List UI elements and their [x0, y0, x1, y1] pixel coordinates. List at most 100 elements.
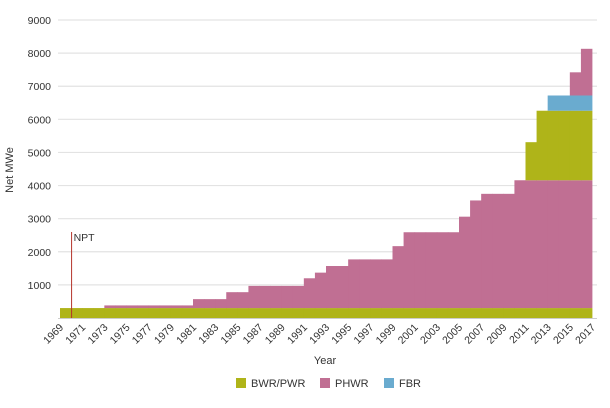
- area-segment-bwr-pwr: [525, 142, 537, 181]
- area-segment-phwr: [459, 216, 471, 309]
- y-tick-label: 5000: [28, 147, 52, 159]
- x-tick-label: 2017: [573, 322, 598, 347]
- area-segment-bwr-pwr: [536, 308, 549, 318]
- area-segment-phwr: [170, 305, 183, 309]
- area-segment-phwr: [547, 180, 560, 309]
- area-segment-phwr: [193, 299, 205, 309]
- y-tick-label: 2000: [28, 247, 52, 259]
- area-segment-phwr: [403, 232, 416, 309]
- area-segment-bwr-pwr: [115, 308, 127, 318]
- area-segment-bwr-pwr: [414, 308, 427, 318]
- area-segment-phwr: [237, 292, 249, 309]
- area-segment-bwr-pwr: [580, 308, 593, 318]
- x-tick-label: 1997: [351, 322, 376, 347]
- area-segment-phwr: [115, 305, 127, 309]
- x-tick-label: 2007: [462, 322, 487, 347]
- area-segment-bwr-pwr: [126, 308, 138, 318]
- x-tick-label: 1991: [285, 322, 310, 347]
- x-tick-label: 2009: [484, 322, 509, 347]
- area-segment-bwr-pwr: [514, 308, 526, 318]
- area-segment-bwr-pwr: [137, 308, 150, 318]
- area-segment-bwr-pwr: [569, 308, 582, 318]
- legend-label: BWR/PWR: [251, 378, 305, 390]
- area-segment-bwr-pwr: [337, 308, 349, 318]
- area-segment-bwr-pwr: [503, 308, 515, 318]
- y-tick-label: 1000: [28, 280, 52, 292]
- area-segment-phwr: [525, 180, 537, 309]
- area-segment-phwr: [248, 285, 260, 309]
- area-segment-bwr-pwr: [71, 308, 83, 318]
- y-tick-label: 3000: [28, 214, 52, 226]
- area-segment-phwr: [436, 232, 449, 309]
- area-segment-bwr-pwr: [326, 308, 338, 318]
- area-segment-bwr-pwr: [82, 308, 94, 318]
- area-segment-bwr-pwr: [381, 308, 393, 318]
- area-segment-bwr-pwr: [425, 308, 438, 318]
- area-segment-phwr: [569, 72, 582, 96]
- area-segment-bwr-pwr: [436, 308, 449, 318]
- area-segment-phwr: [392, 246, 404, 309]
- area-segment-bwr-pwr: [104, 308, 116, 318]
- area-segment-bwr-pwr: [481, 308, 493, 318]
- area-segment-phwr: [159, 305, 172, 309]
- y-axis-label: Net MWe: [4, 147, 16, 193]
- x-tick-label: 1979: [152, 322, 177, 347]
- area-segment-bwr-pwr: [359, 308, 371, 318]
- area-segment-phwr: [337, 266, 349, 309]
- area-segment-bwr-pwr: [314, 308, 327, 318]
- legend-swatch: [320, 378, 330, 388]
- area-segment-phwr: [536, 180, 549, 309]
- area-segment-bwr-pwr: [281, 308, 294, 318]
- x-tick-label: 1999: [374, 322, 399, 347]
- area-segment-bwr-pwr: [525, 308, 537, 318]
- area-segment-bwr-pwr: [536, 110, 549, 181]
- area-segment-phwr: [492, 193, 504, 309]
- area-segment-bwr-pwr: [60, 308, 72, 318]
- x-tick-label: 1969: [41, 322, 66, 347]
- x-tick-label: 1989: [263, 322, 288, 347]
- area-segment-phwr: [126, 305, 138, 309]
- area-segment-bwr-pwr: [558, 110, 571, 181]
- y-tick-label: 4000: [28, 181, 52, 193]
- x-tick-labels: 1969197119731975197719791981198319851987…: [41, 322, 598, 347]
- stacked-areas: [60, 48, 593, 318]
- area-segment-phwr: [481, 193, 493, 309]
- area-segment-phwr: [558, 180, 571, 309]
- area-segment-phwr: [104, 305, 116, 309]
- area-segment-fbr: [580, 95, 593, 111]
- area-segment-bwr-pwr: [292, 308, 305, 318]
- area-segment-phwr: [381, 259, 393, 309]
- area-segment-phwr: [215, 299, 227, 309]
- area-segment-phwr: [281, 285, 294, 309]
- area-segment-phwr: [447, 232, 460, 309]
- y-tick-labels: 1000 2000 3000 4000 5000 6000 7000 8000 9000: [28, 15, 52, 292]
- legend-label: PHWR: [335, 378, 369, 390]
- area-segment-bwr-pwr: [492, 308, 504, 318]
- area-segment-phwr: [148, 305, 161, 309]
- x-tick-label: 1985: [218, 322, 243, 347]
- area-segment-phwr: [580, 180, 593, 309]
- area-segment-bwr-pwr: [148, 308, 161, 318]
- legend-swatch: [384, 378, 394, 388]
- area-segment-bwr-pwr: [170, 308, 183, 318]
- area-segment-bwr-pwr: [259, 308, 271, 318]
- area-segment-bwr-pwr: [558, 308, 571, 318]
- area-segment-phwr: [292, 285, 305, 309]
- area-segment-bwr-pwr: [93, 308, 105, 318]
- area-segment-bwr-pwr: [181, 308, 194, 318]
- area-segment-bwr-pwr: [303, 308, 316, 318]
- area-segment-bwr-pwr: [159, 308, 172, 318]
- y-tick-label: 8000: [28, 48, 52, 60]
- x-tick-label: 1995: [329, 322, 354, 347]
- annotations: NPT: [71, 232, 95, 318]
- area-segment-phwr: [569, 180, 582, 309]
- area-segment-phwr: [425, 232, 438, 309]
- y-tick-label: 9000: [28, 15, 52, 27]
- area-segment-bwr-pwr: [226, 308, 238, 318]
- legend: BWR/PWR PHWR FBR: [236, 378, 421, 390]
- area-segment-bwr-pwr: [470, 308, 482, 318]
- x-tick-label: 2015: [551, 322, 576, 347]
- area-segment-phwr: [270, 285, 283, 309]
- x-tick-label: 1983: [196, 322, 221, 347]
- x-tick-label: 2005: [440, 322, 465, 347]
